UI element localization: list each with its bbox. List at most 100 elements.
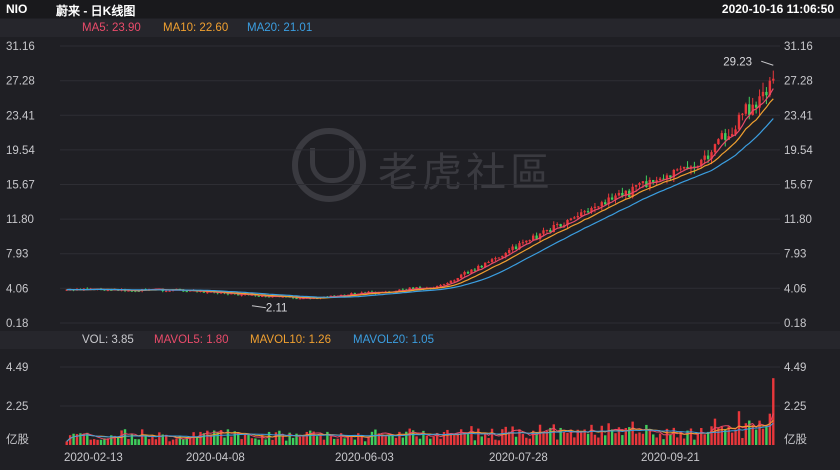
candle-body (669, 175, 672, 178)
candle-body (439, 285, 442, 287)
volume-bar (237, 432, 240, 445)
candle-body (638, 183, 641, 186)
price-tick-right: 31.16 (784, 41, 813, 53)
volume-bar (106, 438, 110, 445)
volume-bar (634, 433, 638, 445)
volume-bar (631, 421, 634, 445)
candle-body (734, 129, 737, 135)
volume-bar (322, 439, 326, 445)
candle-body (295, 298, 298, 300)
ma10-label: MA10: 22.60 (163, 22, 229, 34)
volume-tick-right: 4.49 (784, 362, 806, 374)
volume-bar (648, 429, 652, 445)
candle-body (703, 155, 706, 160)
volume-bar (535, 433, 538, 445)
volume-bar (188, 437, 192, 445)
volume-bar (676, 437, 679, 445)
volume-bar (391, 434, 394, 445)
volume-bar (68, 435, 72, 445)
volume-bar (768, 413, 772, 445)
candle-body (538, 233, 542, 240)
candle-body (686, 166, 689, 169)
volume-bar (377, 433, 381, 445)
candle-body (573, 217, 576, 219)
volume-bar (607, 423, 610, 445)
volume-bar (552, 424, 555, 445)
candle-body (583, 211, 586, 213)
candle-body (652, 179, 655, 183)
candle-body (446, 282, 449, 285)
volume-bar (562, 431, 566, 445)
candle-body (261, 295, 264, 297)
volume-bar (223, 437, 226, 445)
volume-bar (765, 426, 768, 445)
candle-body (298, 298, 302, 300)
candle-body (562, 225, 566, 227)
volume-bar (501, 429, 504, 445)
volume-bar (151, 435, 154, 445)
volume-bar (641, 433, 645, 445)
volume-bar (127, 439, 130, 445)
vol-label: VOL: 3.85 (82, 334, 134, 346)
volume-bar (353, 439, 357, 445)
volume-bar (305, 431, 309, 445)
volume-bar (432, 436, 435, 445)
volume-bar (422, 430, 425, 445)
volume-bar (199, 431, 202, 445)
candle-body (768, 80, 772, 96)
volume-bar (696, 434, 700, 445)
volume-bar (261, 434, 264, 445)
candle-body (257, 295, 260, 297)
volume-bar (583, 429, 586, 445)
candle-body (730, 134, 734, 137)
volume-chart[interactable]: 4.49 4.49 2.25 2.25 亿股 亿股 (0, 349, 840, 447)
volume-bar (312, 431, 315, 445)
high-pointer (761, 60, 774, 66)
price-chart[interactable]: 31.16 31.16 27.28 27.28 23.41 23.41 19.54 19.54… (0, 37, 840, 331)
candle-body (765, 91, 768, 96)
candle-body (580, 212, 583, 216)
volume-bar (302, 434, 305, 445)
candle-body (127, 290, 130, 292)
volume-bar (593, 434, 597, 445)
volume-bar (315, 436, 319, 445)
volume-bar (600, 425, 603, 445)
candle-body (576, 215, 579, 218)
candle-body (737, 114, 741, 130)
candle-body (398, 289, 401, 291)
volume-bar (597, 437, 600, 445)
volume-bar (415, 436, 418, 445)
volume-bar (360, 436, 363, 445)
volume-bar (655, 437, 658, 445)
candle-body (483, 262, 487, 268)
x-tick-label: 2020-04-08 (186, 452, 245, 464)
candle-body (353, 293, 357, 295)
volume-bar (604, 435, 607, 445)
candle-body (518, 243, 521, 250)
candle-body (501, 255, 504, 258)
volume-bar (614, 433, 617, 445)
candle-body (682, 166, 686, 169)
candle-body (240, 294, 243, 296)
volume-tick-left: 亿股 (6, 433, 29, 446)
candle-body (110, 289, 113, 291)
volume-bar (573, 437, 576, 445)
volume-bar (267, 431, 271, 445)
volume-bar (730, 432, 734, 445)
x-tick-label: 2020-09-21 (641, 452, 700, 464)
candle-body (724, 133, 727, 140)
volume-bar (772, 378, 775, 445)
candle-body (466, 272, 470, 274)
candle-body (168, 290, 171, 292)
candle-body (130, 290, 134, 292)
volume-tick-right: 2.25 (784, 401, 806, 413)
volume-bar (504, 426, 507, 445)
volume-bar (748, 420, 751, 445)
volume-bar (230, 436, 233, 445)
price-tick-right: 15.67 (784, 180, 813, 192)
volume-bar (195, 436, 199, 445)
price-tick-right: 4.06 (784, 283, 806, 295)
volume-bar (521, 433, 525, 445)
volume-bar (240, 439, 243, 445)
volume-bar (679, 432, 682, 445)
